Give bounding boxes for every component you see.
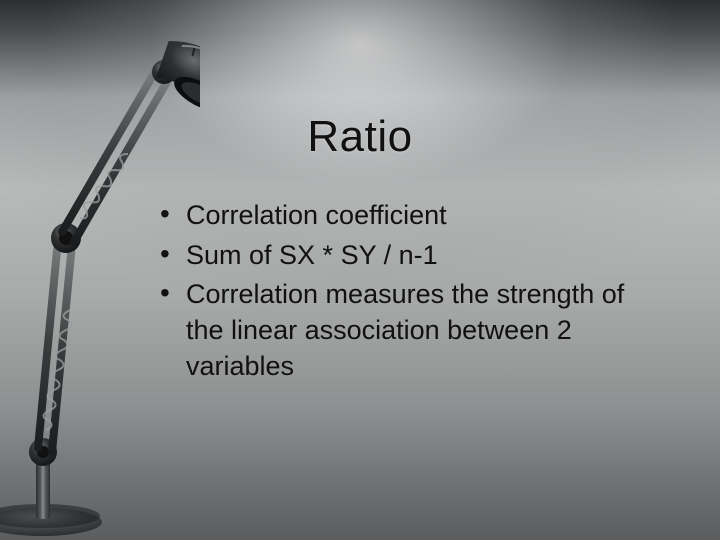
bullet-item: Correlation measures the strength of the… — [160, 277, 660, 384]
slide-title: Ratio — [0, 112, 720, 162]
bullet-item: Correlation coefficient — [160, 198, 660, 234]
slide-background: Ratio Correlation coefficient Sum of SX … — [0, 0, 720, 540]
bullet-item: Sum of SX * SY / n-1 — [160, 238, 660, 274]
bullet-list: Correlation coefficient Sum of SX * SY /… — [160, 198, 660, 388]
